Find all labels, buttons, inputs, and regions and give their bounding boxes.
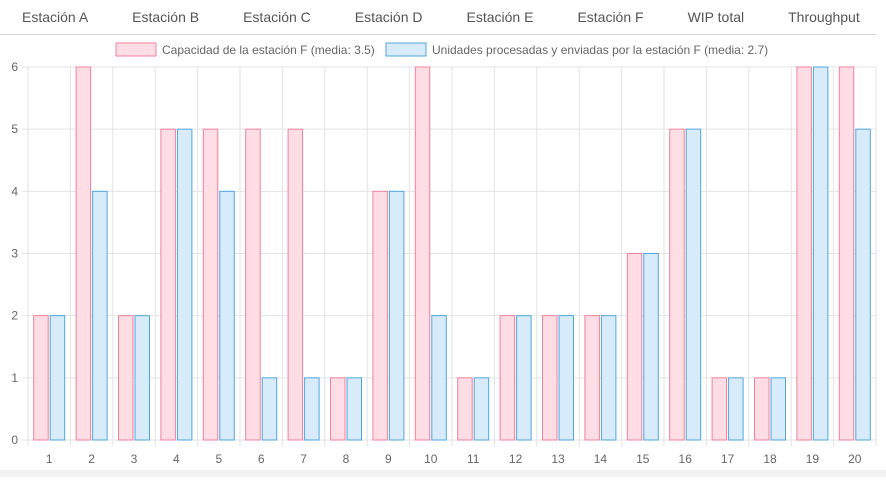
bar-processed[interactable] xyxy=(176,128,193,441)
y-tick-label: 4 xyxy=(11,184,18,198)
x-tick-label: 12 xyxy=(509,452,523,466)
x-tick-label: 7 xyxy=(300,452,307,466)
chart-container: Capacidad de la estación F (media: 3.5) … xyxy=(0,35,886,477)
y-tick-label: 6 xyxy=(11,60,18,74)
bar-capacity[interactable] xyxy=(245,128,261,441)
x-tick-label: 20 xyxy=(848,452,862,466)
x-tick-label: 15 xyxy=(636,452,650,466)
bar-processed[interactable] xyxy=(685,128,702,441)
y-tick-label: 5 xyxy=(11,122,18,136)
bars xyxy=(33,66,871,441)
legend-swatch-capacity[interactable] xyxy=(115,42,157,57)
bar-capacity[interactable] xyxy=(754,377,770,441)
tab-wip-total[interactable]: WIP total xyxy=(687,9,745,25)
bar-capacity[interactable] xyxy=(626,253,643,441)
bar-processed[interactable] xyxy=(134,315,150,441)
bar-capacity[interactable] xyxy=(330,377,346,441)
bar-capacity[interactable] xyxy=(118,315,134,441)
bar-capacity[interactable] xyxy=(414,66,431,441)
y-tick-label: 0 xyxy=(11,433,18,447)
bar-processed[interactable] xyxy=(431,315,447,441)
bar-capacity[interactable] xyxy=(287,128,304,441)
y-axis: 0 1 2 3 4 5 6 xyxy=(11,60,18,447)
x-tick-label: 19 xyxy=(806,452,820,466)
bar-processed[interactable] xyxy=(92,190,108,441)
bar-processed[interactable] xyxy=(728,377,744,441)
legend-label-capacity[interactable]: Capacidad de la estación F (media: 3.5) xyxy=(162,43,375,57)
x-axis: 1 2 3 4 5 6 7 8 9 10 11 12 13 14 15 16 17 18 19 20 xyxy=(46,452,862,466)
tab-estacion-a[interactable]: Estación A xyxy=(22,9,89,25)
bar-capacity[interactable] xyxy=(838,66,855,441)
bar-processed[interactable] xyxy=(600,315,617,441)
bar-processed[interactable] xyxy=(304,377,320,441)
x-tick-label: 5 xyxy=(215,452,222,466)
legend: Capacidad de la estación F (media: 3.5) … xyxy=(115,42,768,57)
bar-processed[interactable] xyxy=(855,128,871,441)
bar-capacity[interactable] xyxy=(33,315,49,441)
tab-bar: Estación A Estación B Estación C Estació… xyxy=(0,0,876,35)
tab-estacion-b[interactable]: Estación B xyxy=(132,9,200,25)
bar-capacity[interactable] xyxy=(372,190,388,441)
bar-capacity[interactable] xyxy=(499,315,516,441)
x-tick-label: 18 xyxy=(763,452,777,466)
legend-label-processed[interactable]: Unidades procesadas y enviadas por la es… xyxy=(432,43,768,57)
bar-capacity[interactable] xyxy=(584,315,600,441)
y-tick-label: 3 xyxy=(11,247,18,261)
bar-capacity[interactable] xyxy=(796,66,812,441)
bar-processed[interactable] xyxy=(516,315,532,441)
x-tick-label: 9 xyxy=(385,452,392,466)
legend-swatch-processed[interactable] xyxy=(385,42,427,57)
x-tick-label: 13 xyxy=(551,452,565,466)
bar-capacity[interactable] xyxy=(202,128,219,441)
tab-estacion-e[interactable]: Estación E xyxy=(466,9,534,25)
bottom-strip xyxy=(0,470,886,477)
tab-estacion-f[interactable]: Estación F xyxy=(577,9,644,25)
bar-capacity[interactable] xyxy=(75,66,92,441)
bar-processed[interactable] xyxy=(49,315,66,441)
bar-processed[interactable] xyxy=(473,377,490,441)
x-tick-label: 10 xyxy=(424,452,438,466)
x-tick-label: 4 xyxy=(173,452,180,466)
tab-estacion-c[interactable]: Estación C xyxy=(243,9,311,25)
bar-processed[interactable] xyxy=(346,377,362,441)
bar-processed[interactable] xyxy=(558,315,574,441)
bar-capacity[interactable] xyxy=(711,377,728,441)
bar-processed[interactable] xyxy=(388,190,405,441)
x-tick-label: 1 xyxy=(46,452,53,466)
bar-processed[interactable] xyxy=(219,190,235,441)
bar-processed[interactable] xyxy=(812,66,829,441)
x-tick-label: 16 xyxy=(679,452,693,466)
y-tick-label: 1 xyxy=(11,371,18,385)
x-tick-label: 2 xyxy=(88,452,95,466)
x-tick-label: 14 xyxy=(594,452,608,466)
bar-processed[interactable] xyxy=(643,253,659,441)
tab-throughput[interactable]: Throughput xyxy=(788,9,860,25)
grid-lines xyxy=(22,66,877,446)
bar-capacity[interactable] xyxy=(160,128,176,441)
y-tick-label: 2 xyxy=(11,309,18,323)
bar-processed[interactable] xyxy=(261,377,278,441)
bar-capacity[interactable] xyxy=(669,128,685,441)
x-tick-label: 6 xyxy=(258,452,265,466)
x-tick-label: 17 xyxy=(721,452,735,466)
bar-chart: Capacidad de la estación F (media: 3.5) … xyxy=(11,42,877,466)
bar-capacity[interactable] xyxy=(457,377,473,441)
x-tick-label: 8 xyxy=(343,452,350,466)
bar-processed[interactable] xyxy=(770,377,786,441)
x-tick-label: 3 xyxy=(131,452,138,466)
x-tick-label: 11 xyxy=(467,452,480,466)
tab-estacion-d[interactable]: Estación D xyxy=(354,9,423,25)
bar-capacity[interactable] xyxy=(542,315,558,441)
